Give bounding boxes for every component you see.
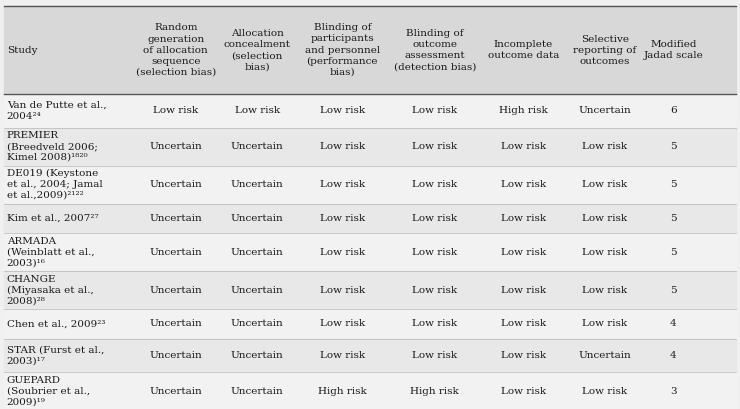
Bar bbox=[4, 166, 736, 204]
Text: Low risk: Low risk bbox=[582, 319, 628, 328]
Text: ARMADA
(Weinblatt et al.,
2003)¹⁶: ARMADA (Weinblatt et al., 2003)¹⁶ bbox=[7, 237, 94, 267]
Text: Low risk: Low risk bbox=[582, 142, 628, 151]
Text: Uncertain: Uncertain bbox=[231, 180, 283, 189]
Text: 5: 5 bbox=[670, 214, 676, 223]
Text: Low risk: Low risk bbox=[412, 285, 457, 295]
Text: DE019 (Keystone
et al., 2004; Jamal
et al.,2009)²¹²²: DE019 (Keystone et al., 2004; Jamal et a… bbox=[7, 169, 102, 200]
Text: High risk: High risk bbox=[411, 387, 459, 396]
Bar bbox=[4, 94, 736, 128]
Text: Low risk: Low risk bbox=[235, 106, 280, 115]
Text: Allocation
concealment
(selection
bias): Allocation concealment (selection bias) bbox=[223, 29, 291, 71]
Text: High risk: High risk bbox=[500, 106, 548, 115]
Bar bbox=[4, 233, 736, 271]
Text: Low risk: Low risk bbox=[412, 106, 457, 115]
Bar bbox=[4, 128, 736, 166]
Text: 4: 4 bbox=[670, 319, 676, 328]
Text: Uncertain: Uncertain bbox=[231, 351, 283, 360]
Text: Chen et al., 2009²³: Chen et al., 2009²³ bbox=[7, 319, 105, 328]
Bar bbox=[4, 309, 736, 339]
Text: Low risk: Low risk bbox=[320, 351, 365, 360]
Text: Low risk: Low risk bbox=[582, 387, 628, 396]
Text: Low risk: Low risk bbox=[320, 142, 365, 151]
Text: Uncertain: Uncertain bbox=[149, 142, 202, 151]
Text: STAR (Furst et al.,
2003)¹⁷: STAR (Furst et al., 2003)¹⁷ bbox=[7, 346, 104, 365]
Text: 6: 6 bbox=[670, 106, 676, 115]
Text: Low risk: Low risk bbox=[412, 247, 457, 257]
Text: Low risk: Low risk bbox=[412, 142, 457, 151]
Text: Van de Putte et al.,
2004²⁴: Van de Putte et al., 2004²⁴ bbox=[7, 101, 107, 121]
Text: Low risk: Low risk bbox=[501, 285, 546, 295]
Text: Uncertain: Uncertain bbox=[149, 285, 202, 295]
Text: Low risk: Low risk bbox=[320, 106, 365, 115]
Text: Low risk: Low risk bbox=[320, 214, 365, 223]
Text: Low risk: Low risk bbox=[501, 247, 546, 257]
Text: 5: 5 bbox=[670, 142, 676, 151]
Text: Uncertain: Uncertain bbox=[231, 387, 283, 396]
Text: Low risk: Low risk bbox=[412, 180, 457, 189]
Bar bbox=[4, 6, 736, 94]
Text: 5: 5 bbox=[670, 247, 676, 257]
Text: Low risk: Low risk bbox=[501, 319, 546, 328]
Text: Low risk: Low risk bbox=[320, 319, 365, 328]
Text: Study: Study bbox=[7, 45, 37, 55]
Text: 5: 5 bbox=[670, 180, 676, 189]
Text: Uncertain: Uncertain bbox=[231, 142, 283, 151]
Text: Uncertain: Uncertain bbox=[149, 387, 202, 396]
Text: Uncertain: Uncertain bbox=[579, 106, 631, 115]
Text: Low risk: Low risk bbox=[320, 285, 365, 295]
Text: Uncertain: Uncertain bbox=[231, 319, 283, 328]
Text: Uncertain: Uncertain bbox=[579, 351, 631, 360]
Text: Low risk: Low risk bbox=[501, 387, 546, 396]
Text: Low risk: Low risk bbox=[412, 319, 457, 328]
Text: Low risk: Low risk bbox=[501, 351, 546, 360]
Text: PREMIER
(Breedveld 2006;
Kimel 2008)¹⁸²⁰: PREMIER (Breedveld 2006; Kimel 2008)¹⁸²⁰ bbox=[7, 131, 98, 162]
Text: Uncertain: Uncertain bbox=[231, 214, 283, 223]
Text: High risk: High risk bbox=[318, 387, 366, 396]
Text: Uncertain: Uncertain bbox=[149, 180, 202, 189]
Text: Low risk: Low risk bbox=[582, 180, 628, 189]
Text: Low risk: Low risk bbox=[153, 106, 198, 115]
Bar bbox=[4, 271, 736, 309]
Text: Uncertain: Uncertain bbox=[149, 247, 202, 257]
Text: Low risk: Low risk bbox=[582, 285, 628, 295]
Text: Uncertain: Uncertain bbox=[231, 247, 283, 257]
Text: Random
generation
of allocation
sequence
(selection bias): Random generation of allocation sequence… bbox=[135, 23, 216, 77]
Bar bbox=[4, 204, 736, 233]
Text: Uncertain: Uncertain bbox=[149, 351, 202, 360]
Text: Low risk: Low risk bbox=[582, 247, 628, 257]
Text: Incomplete
outcome data: Incomplete outcome data bbox=[488, 40, 559, 60]
Text: Low risk: Low risk bbox=[501, 180, 546, 189]
Text: Low risk: Low risk bbox=[412, 351, 457, 360]
Text: Selective
reporting of
outcomes: Selective reporting of outcomes bbox=[574, 34, 636, 66]
Text: 4: 4 bbox=[670, 351, 676, 360]
Text: Uncertain: Uncertain bbox=[149, 319, 202, 328]
Text: Uncertain: Uncertain bbox=[231, 285, 283, 295]
Text: 5: 5 bbox=[670, 285, 676, 295]
Text: Kim et al., 2007²⁷: Kim et al., 2007²⁷ bbox=[7, 214, 98, 223]
Text: Uncertain: Uncertain bbox=[149, 214, 202, 223]
Text: Low risk: Low risk bbox=[501, 142, 546, 151]
Text: Low risk: Low risk bbox=[320, 247, 365, 257]
Text: Low risk: Low risk bbox=[412, 214, 457, 223]
Text: GUEPARD
(Soubrier et al.,
2009)¹⁹: GUEPARD (Soubrier et al., 2009)¹⁹ bbox=[7, 376, 90, 407]
Bar bbox=[4, 372, 736, 409]
Text: 3: 3 bbox=[670, 387, 676, 396]
Text: Low risk: Low risk bbox=[501, 214, 546, 223]
Text: CHANGE
(Miyasaka et al.,
2008)²⁸: CHANGE (Miyasaka et al., 2008)²⁸ bbox=[7, 275, 93, 306]
Text: Blinding of
outcome
assessment
(detection bias): Blinding of outcome assessment (detectio… bbox=[394, 29, 476, 71]
Text: Modified
Jadad scale: Modified Jadad scale bbox=[644, 40, 703, 60]
Text: Blinding of
participants
and personnel
(performance
bias): Blinding of participants and personnel (… bbox=[305, 23, 380, 77]
Text: Low risk: Low risk bbox=[320, 180, 365, 189]
Bar bbox=[4, 339, 736, 372]
Text: Low risk: Low risk bbox=[582, 214, 628, 223]
